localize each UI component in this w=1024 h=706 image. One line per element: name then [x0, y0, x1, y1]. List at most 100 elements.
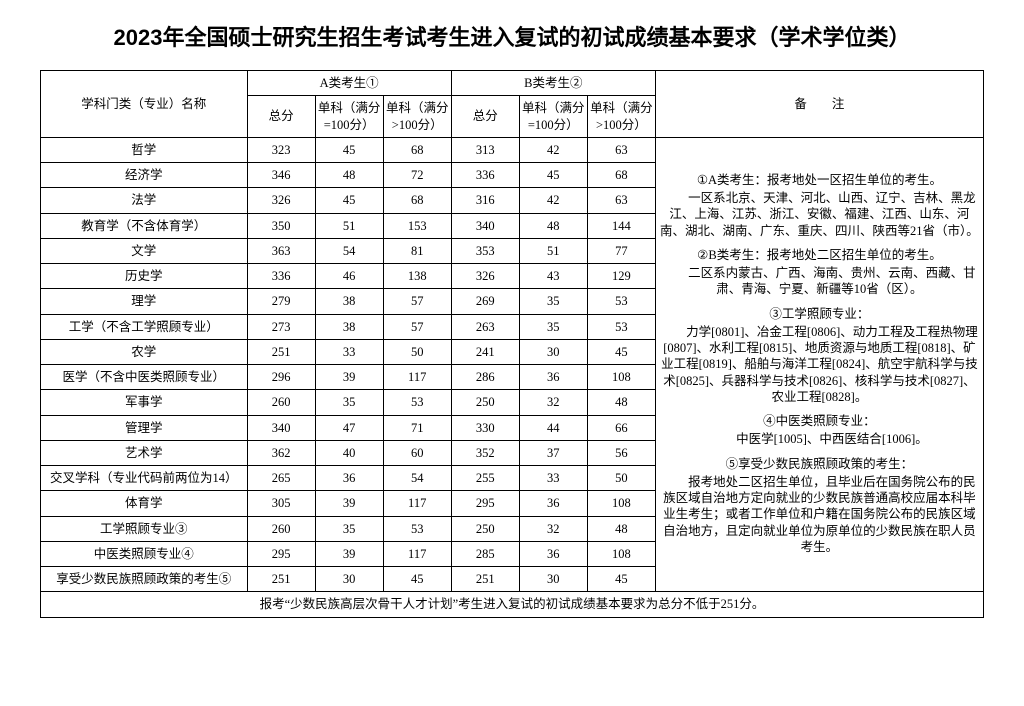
score-cell: 40: [315, 440, 383, 465]
note-line: ④中医类照顾专业：: [658, 413, 981, 429]
score-cell: 53: [383, 390, 451, 415]
page-title: 2023年全国硕士研究生招生考试考生进入复试的初试成绩基本要求（学术学位类）: [40, 20, 984, 52]
score-cell: 353: [451, 238, 519, 263]
subject-cell: 医学（不含中医类照顾专业）: [41, 365, 248, 390]
note-line: ⑤享受少数民族照顾政策的考生：: [658, 456, 981, 472]
subject-cell: 教育学（不含体育学）: [41, 213, 248, 238]
subject-cell: 艺术学: [41, 440, 248, 465]
score-cell: 108: [587, 365, 655, 390]
subject-cell: 管理学: [41, 415, 248, 440]
score-cell: 38: [315, 314, 383, 339]
score-cell: 77: [587, 238, 655, 263]
score-cell: 48: [519, 213, 587, 238]
score-cell: 68: [587, 163, 655, 188]
note-line: ②B类考生：报考地处二区招生单位的考生。: [658, 247, 981, 263]
score-cell: 39: [315, 541, 383, 566]
subject-cell: 哲学: [41, 137, 248, 162]
subject-cell: 文学: [41, 238, 248, 263]
header-b-sub100: 单科（满分=100分）: [519, 96, 587, 138]
score-cell: 269: [451, 289, 519, 314]
score-cell: 53: [383, 516, 451, 541]
score-cell: 48: [315, 163, 383, 188]
score-cell: 53: [587, 289, 655, 314]
subject-cell: 农学: [41, 339, 248, 364]
note-line: ①A类考生：报考地处一区招生单位的考生。: [658, 172, 981, 188]
score-cell: 286: [451, 365, 519, 390]
score-cell: 316: [451, 188, 519, 213]
score-cell: 117: [383, 491, 451, 516]
score-cell: 35: [315, 390, 383, 415]
header-group-a: A类考生①: [247, 71, 451, 96]
score-cell: 39: [315, 365, 383, 390]
score-cell: 57: [383, 289, 451, 314]
score-cell: 54: [383, 466, 451, 491]
subject-cell: 历史学: [41, 264, 248, 289]
score-cell: 260: [247, 516, 315, 541]
subject-cell: 法学: [41, 188, 248, 213]
score-cell: 30: [519, 339, 587, 364]
score-cell: 336: [247, 264, 315, 289]
score-cell: 260: [247, 390, 315, 415]
score-cell: 241: [451, 339, 519, 364]
note-line: 一区系北京、天津、河北、山西、辽宁、吉林、黑龙江、上海、江苏、浙江、安徽、福建、…: [658, 190, 981, 239]
subject-cell: 体育学: [41, 491, 248, 516]
score-cell: 313: [451, 137, 519, 162]
header-a-sub100: 单科（满分=100分）: [315, 96, 383, 138]
score-cell: 45: [519, 163, 587, 188]
score-cell: 63: [587, 188, 655, 213]
note-line: 报考地处二区招生单位，且毕业后在国务院公布的民族区域自治地方定向就业的少数民族普…: [658, 474, 981, 555]
header-a-subover100: 单科（满分>100分）: [383, 96, 451, 138]
score-cell: 45: [383, 567, 451, 592]
score-cell: 71: [383, 415, 451, 440]
header-group-b: B类考生②: [451, 71, 655, 96]
subject-cell: 交叉学科（专业代码前两位为14）: [41, 466, 248, 491]
score-cell: 36: [519, 365, 587, 390]
subject-cell: 理学: [41, 289, 248, 314]
score-cell: 46: [315, 264, 383, 289]
score-cell: 129: [587, 264, 655, 289]
score-cell: 35: [315, 516, 383, 541]
score-cell: 326: [247, 188, 315, 213]
score-cell: 35: [519, 314, 587, 339]
score-cell: 352: [451, 440, 519, 465]
score-cell: 108: [587, 491, 655, 516]
score-cell: 33: [519, 466, 587, 491]
score-cell: 117: [383, 365, 451, 390]
score-cell: 305: [247, 491, 315, 516]
score-cell: 153: [383, 213, 451, 238]
score-cell: 273: [247, 314, 315, 339]
score-cell: 53: [587, 314, 655, 339]
note-line: ③工学照顾专业：: [658, 306, 981, 322]
score-cell: 263: [451, 314, 519, 339]
score-cell: 45: [587, 567, 655, 592]
subject-cell: 军事学: [41, 390, 248, 415]
score-cell: 36: [519, 491, 587, 516]
score-cell: 330: [451, 415, 519, 440]
score-cell: 350: [247, 213, 315, 238]
score-cell: 251: [247, 339, 315, 364]
header-subject: 学科门类（专业）名称: [41, 71, 248, 138]
score-cell: 144: [587, 213, 655, 238]
score-cell: 33: [315, 339, 383, 364]
score-cell: 45: [587, 339, 655, 364]
score-cell: 336: [451, 163, 519, 188]
score-cell: 32: [519, 516, 587, 541]
score-cell: 296: [247, 365, 315, 390]
score-cell: 54: [315, 238, 383, 263]
subject-cell: 工学（不含工学照顾专业）: [41, 314, 248, 339]
score-cell: 251: [247, 567, 315, 592]
score-cell: 363: [247, 238, 315, 263]
score-cell: 43: [519, 264, 587, 289]
score-cell: 36: [315, 466, 383, 491]
score-cell: 63: [587, 137, 655, 162]
subject-cell: 中医类照顾专业④: [41, 541, 248, 566]
score-cell: 42: [519, 188, 587, 213]
score-cell: 35: [519, 289, 587, 314]
score-cell: 340: [247, 415, 315, 440]
header-b-total: 总分: [451, 96, 519, 138]
score-cell: 255: [451, 466, 519, 491]
header-notes: 备 注: [655, 71, 983, 138]
score-cell: 30: [519, 567, 587, 592]
score-cell: 30: [315, 567, 383, 592]
subject-cell: 享受少数民族照顾政策的考生⑤: [41, 567, 248, 592]
